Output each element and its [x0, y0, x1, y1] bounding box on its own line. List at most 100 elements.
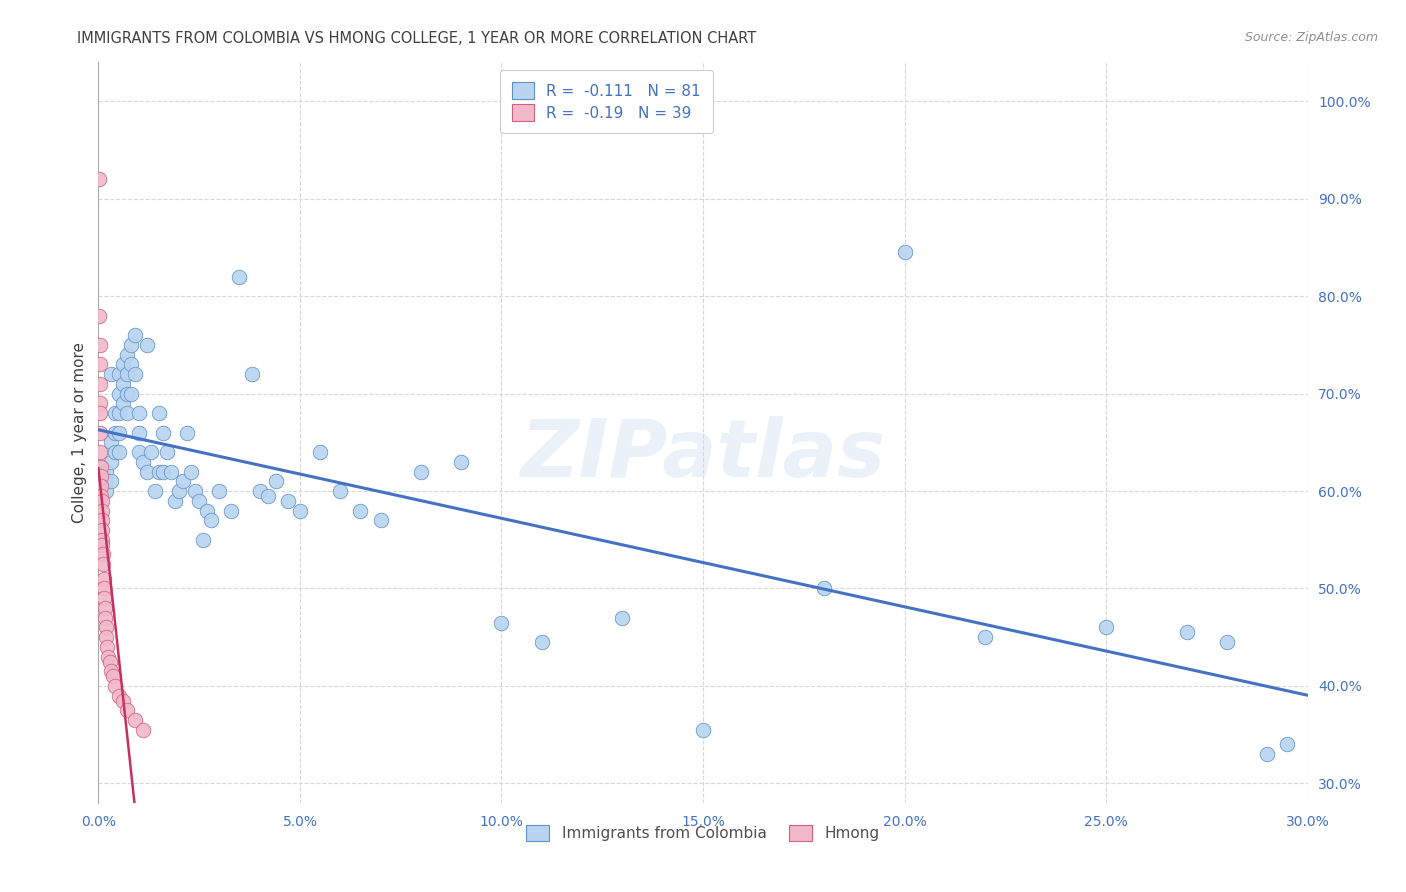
Point [172, 475, 194, 489]
Point [89, 172, 111, 186]
Point [107, 445, 129, 459]
Point [94, 620, 117, 634]
Point [89, 376, 111, 391]
Point [132, 723, 155, 737]
Point [100, 435, 122, 450]
Point [115, 406, 138, 420]
Point [120, 386, 142, 401]
Point [176, 425, 198, 440]
Point [167, 484, 190, 499]
Point [124, 713, 146, 727]
Point [107, 689, 129, 703]
Point [89, 338, 111, 352]
Point [221, 503, 243, 517]
Point [200, 513, 222, 527]
Point [90, 459, 112, 474]
Point [208, 484, 231, 499]
Point [97, 649, 120, 664]
Point [370, 513, 392, 527]
Point [100, 367, 122, 381]
Point [93, 572, 115, 586]
Point [94, 601, 117, 615]
Point [111, 358, 134, 372]
Point [107, 367, 129, 381]
Point [193, 533, 215, 547]
Point [90, 469, 112, 483]
Point [103, 425, 125, 440]
Text: IMMIGRANTS FROM COLOMBIA VS HMONG COLLEGE, 1 YEAR OR MORE CORRELATION CHART: IMMIGRANTS FROM COLOMBIA VS HMONG COLLEG… [77, 31, 756, 46]
Point [94, 611, 117, 625]
Point [132, 455, 155, 469]
Point [530, 635, 553, 649]
Point [103, 445, 125, 459]
Point [91, 469, 114, 483]
Y-axis label: College, 1 year or more: College, 1 year or more [72, 343, 87, 523]
Point [103, 679, 125, 693]
Point [188, 493, 211, 508]
Point [90, 489, 112, 503]
Point [91, 479, 114, 493]
Text: Source: ZipAtlas.com: Source: ZipAtlas.com [1244, 31, 1378, 45]
Point [93, 591, 115, 606]
Text: ZIPatlas: ZIPatlas [520, 416, 886, 494]
Point [120, 338, 142, 352]
Point [89, 358, 111, 372]
Point [135, 465, 157, 479]
Point [91, 513, 114, 527]
Legend: Immigrants from Colombia, Hmong: Immigrants from Colombia, Hmong [520, 819, 886, 847]
Point [91, 523, 114, 537]
Point [264, 475, 287, 489]
Point [115, 367, 138, 381]
Point [184, 484, 207, 499]
Point [91, 538, 114, 552]
Point [96, 465, 118, 479]
Point [240, 367, 263, 381]
Point [111, 396, 134, 410]
Point [139, 445, 162, 459]
Point [89, 445, 111, 459]
Point [1095, 620, 1118, 634]
Point [329, 484, 352, 499]
Point [128, 425, 150, 440]
Point [692, 723, 714, 737]
Point [107, 386, 129, 401]
Point [277, 493, 299, 508]
Point [91, 557, 114, 571]
Point [249, 484, 271, 499]
Point [100, 665, 122, 679]
Point [148, 465, 170, 479]
Point [228, 269, 250, 284]
Point [107, 425, 129, 440]
Point [100, 475, 122, 489]
Point [893, 245, 915, 260]
Point [288, 503, 311, 517]
Point [91, 533, 114, 547]
Point [309, 445, 332, 459]
Point [115, 386, 138, 401]
Point [450, 455, 472, 469]
Point [349, 503, 371, 517]
Point [96, 475, 118, 489]
Point [120, 358, 142, 372]
Point [90, 503, 112, 517]
Point [124, 367, 146, 381]
Point [152, 425, 174, 440]
Point [115, 703, 138, 717]
Point [180, 465, 202, 479]
Point [813, 582, 835, 596]
Point [256, 489, 278, 503]
Point [115, 348, 138, 362]
Point [93, 582, 115, 596]
Point [111, 693, 134, 707]
Point [107, 406, 129, 420]
Point [89, 309, 111, 323]
Point [135, 338, 157, 352]
Point [111, 376, 134, 391]
Point [128, 406, 150, 420]
Point [128, 445, 150, 459]
Point [96, 640, 118, 654]
Point [163, 493, 186, 508]
Point [91, 548, 114, 562]
Point [90, 479, 112, 493]
Point [156, 445, 179, 459]
